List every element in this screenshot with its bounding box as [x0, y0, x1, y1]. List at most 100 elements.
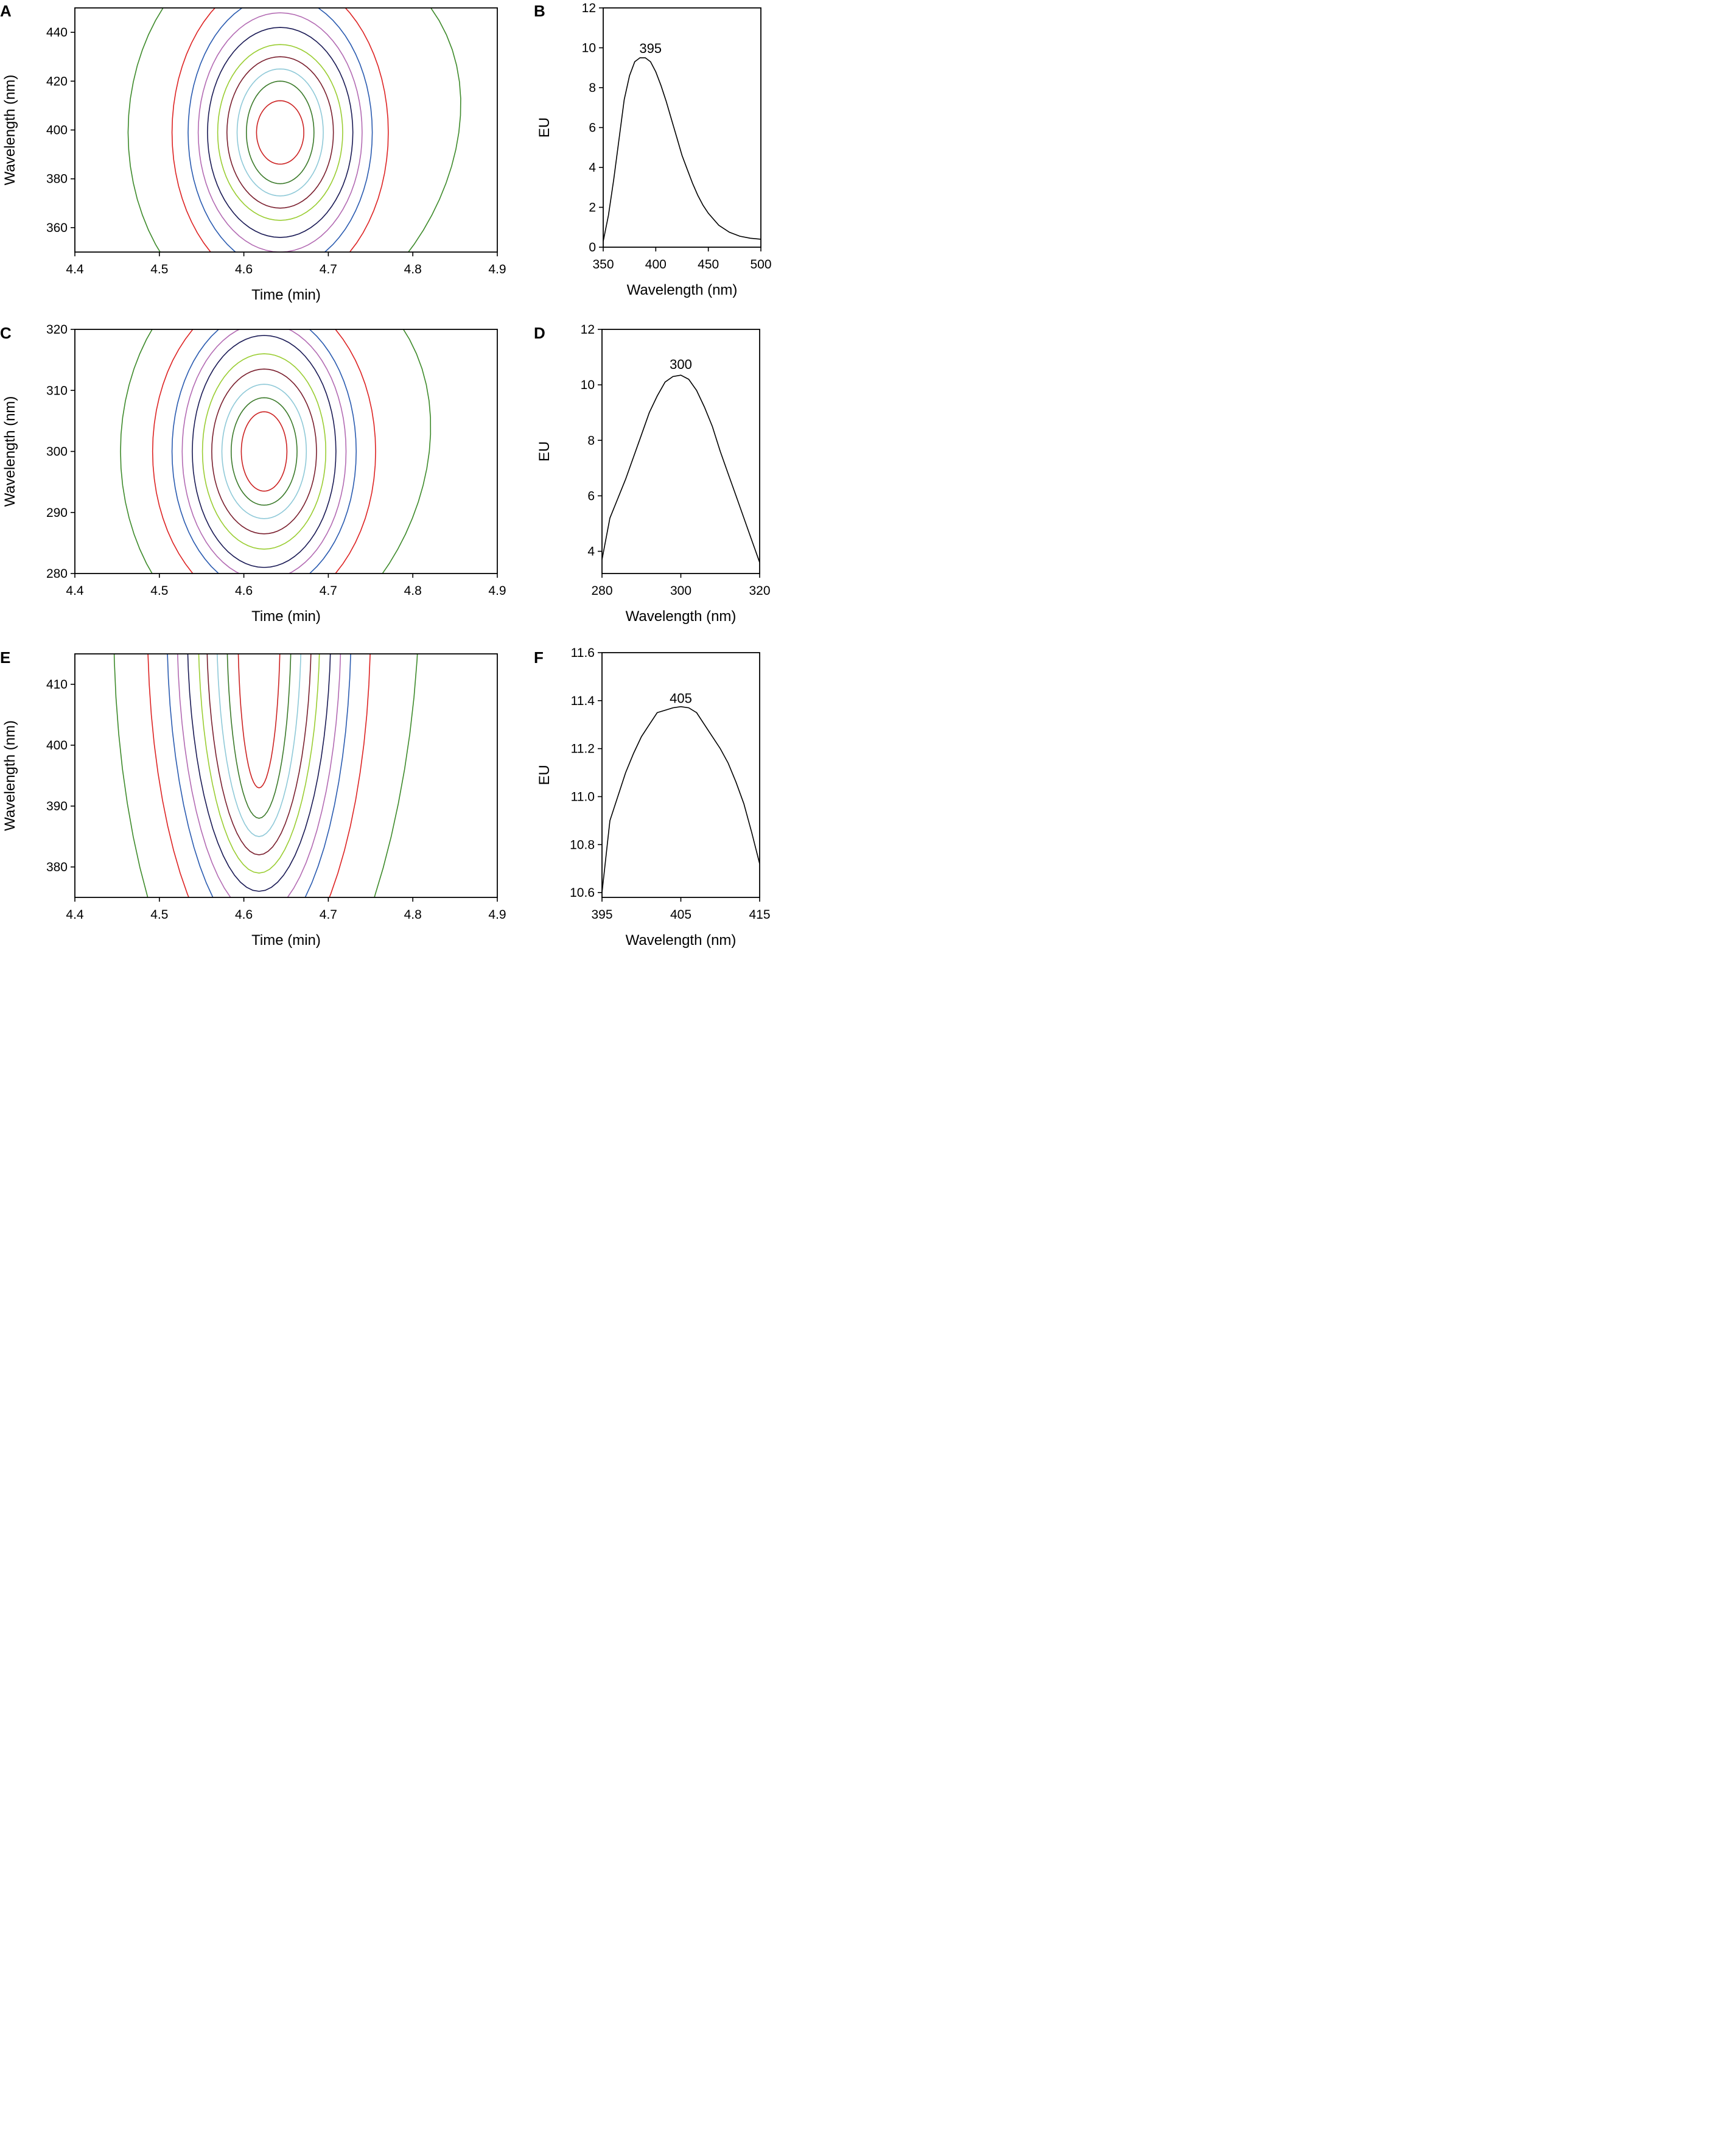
y-tick-label: 6: [589, 121, 596, 135]
y-axis-title: Wavelength (nm): [2, 720, 18, 831]
contour-line-5: [201, 353, 327, 550]
plot-frame: [74, 653, 498, 898]
y-tick-label: 380: [46, 172, 68, 186]
y-tick-label: 280: [46, 567, 68, 581]
contour-line-2: [245, 80, 315, 184]
panel-d: D 300 280 300 320 4 6 8 10 12 Wavelength (nm) EU: [534, 323, 771, 625]
x-axis-title: Wavelength (nm): [626, 932, 737, 949]
x-tick-label: 350: [592, 258, 614, 272]
contour-line-8: [187, 8, 373, 252]
y-tick-label: 360: [46, 221, 68, 235]
contour-line-1: [237, 654, 281, 788]
y-tick-label: 11.0: [571, 790, 595, 804]
contour-line-9: [152, 329, 376, 574]
y-tick-label: 8: [587, 433, 595, 447]
x-tick-label: 4.7: [320, 908, 337, 922]
x-tick-label: 4.6: [235, 584, 253, 598]
peak-label: 300: [670, 357, 692, 372]
x-tick-label: 395: [591, 908, 612, 922]
x-tick-label: 4.7: [320, 262, 337, 276]
x-tick-label: 4.8: [404, 262, 422, 276]
x-tick-label: 4.9: [488, 262, 506, 276]
panel-f: F 405 395 405 415 10.6 10.8 11.0 11.2 11.4 11.6 Wav…: [534, 646, 771, 949]
plot-content: [602, 374, 760, 563]
y-tick-label: 410: [46, 678, 68, 692]
y-tick-label: 11.2: [571, 742, 595, 756]
x-axis-title: Wavelength (nm): [626, 608, 737, 625]
contour-line-3: [217, 654, 301, 837]
x-tick-label: 4.5: [150, 908, 168, 922]
y-tick-label: 12: [582, 1, 596, 15]
y-tick-label: 10.8: [570, 838, 595, 852]
y-tick-label: 11.4: [571, 694, 595, 708]
panel-letter: D: [534, 324, 545, 342]
y-tick-label: 2: [589, 201, 596, 215]
x-axis-title: Time (min): [251, 287, 321, 303]
panel-b: B 395 350 400 450 500 0 2 4 6 8 10 12 Wavelength (nm)…: [534, 1, 772, 298]
contour-line-2: [226, 654, 292, 819]
x-tick-label: 300: [670, 584, 691, 598]
panel-letter: F: [534, 648, 544, 667]
x-tick-label: 450: [698, 258, 719, 272]
x-tick-label: 4.4: [66, 908, 84, 922]
y-tick-label: 12: [581, 323, 595, 337]
x-tick-label: 4.8: [404, 584, 422, 598]
y-tick-label: 440: [46, 26, 68, 40]
y-axis-title: EU: [536, 765, 553, 785]
spectrum-line: [602, 374, 760, 563]
peak-label: 405: [670, 691, 692, 706]
contour-line-4: [226, 56, 334, 209]
y-axis-title: EU: [536, 441, 553, 461]
x-tick-label: 280: [591, 584, 612, 598]
panel-c: C 4.4 4.5 4.6 4.7 4.8 4.9 280 290 300 310 320 Time (…: [0, 323, 506, 625]
contour-line-6: [187, 654, 331, 892]
x-tick-label: 4.4: [66, 584, 84, 598]
plot-content: [113, 654, 418, 897]
plot-frame: [74, 329, 498, 574]
contour-line-7: [181, 329, 347, 574]
contour-line-6: [207, 27, 354, 238]
x-tick-label: 415: [749, 908, 770, 922]
contour-line-8: [171, 329, 357, 574]
contour-line-10: [120, 329, 432, 574]
contour-line-6: [192, 335, 337, 568]
x-axis-title: Time (min): [251, 932, 321, 949]
y-tick-label: 420: [46, 74, 68, 88]
plot-content: [603, 57, 761, 242]
x-tick-label: 320: [749, 584, 770, 598]
y-tick-label: 4: [587, 545, 595, 559]
y-tick-label: 10: [581, 378, 595, 392]
x-tick-label: 4.8: [404, 908, 422, 922]
panel-letter: A: [0, 2, 12, 20]
y-tick-label: 10: [582, 41, 596, 55]
x-axis-title: Time (min): [251, 608, 321, 625]
peak-label: 395: [639, 41, 662, 56]
y-tick-label: 400: [46, 124, 68, 138]
panel-a: A 4.4 4.5 4.6 4.7 4.8 4.9 360 380 400 420 440 Time (…: [0, 2, 506, 303]
y-tick-label: 8: [589, 81, 596, 95]
x-tick-label: 4.4: [66, 262, 84, 276]
y-tick-label: 11.6: [571, 646, 595, 660]
x-tick-label: 4.7: [320, 584, 337, 598]
y-axis-title: Wavelength (nm): [2, 396, 18, 507]
contour-line-4: [211, 368, 317, 535]
contour-line-7: [197, 12, 363, 252]
contour-line-5: [198, 654, 320, 874]
y-axis-title: EU: [536, 118, 553, 138]
contour-line-3: [221, 384, 307, 519]
spectrum-line: [602, 706, 760, 893]
plot-content: [127, 8, 461, 252]
contour-line-2: [230, 397, 298, 506]
contour-line-3: [236, 68, 324, 197]
y-tick-label: 390: [46, 799, 68, 813]
y-tick-label: 380: [46, 860, 68, 874]
x-tick-label: 4.6: [235, 262, 253, 276]
y-tick-label: 4: [589, 161, 596, 175]
x-tick-label: 4.5: [150, 262, 168, 276]
panel-e: E 4.4 4.5 4.6 4.7 4.8 4.9 380 390 400 410 Time (min…: [0, 648, 506, 949]
y-tick-label: 6: [587, 489, 595, 503]
y-tick-label: 0: [589, 240, 596, 254]
contour-line-4: [206, 654, 312, 855]
plot-frame: [603, 7, 761, 248]
x-tick-label: 4.6: [235, 908, 253, 922]
